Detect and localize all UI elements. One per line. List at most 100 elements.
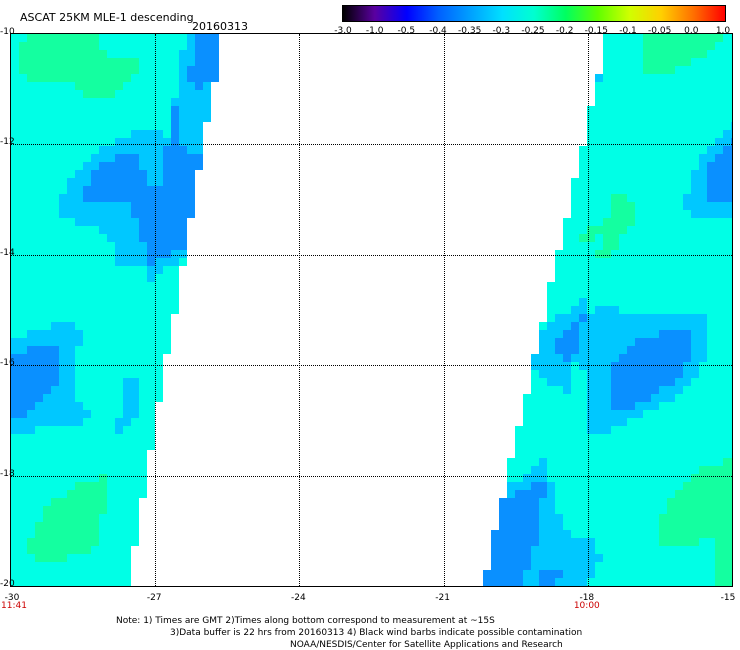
swath-cell xyxy=(43,258,51,266)
swath-cell xyxy=(51,298,59,306)
swath-cell xyxy=(723,506,731,514)
swath-cell xyxy=(563,346,571,354)
swath-cell xyxy=(163,298,171,306)
swath-cell xyxy=(51,554,59,562)
swath-cell xyxy=(107,386,115,394)
swath-cell xyxy=(131,114,139,122)
swath-cell xyxy=(539,442,547,450)
swath-cell xyxy=(563,218,571,226)
swath-cell xyxy=(147,250,155,258)
swath-cell xyxy=(699,474,707,482)
swath-cell xyxy=(683,34,691,42)
swath-cell xyxy=(83,546,91,554)
swath-cell xyxy=(139,378,147,386)
swath-cell xyxy=(731,218,732,226)
swath-cell xyxy=(587,474,595,482)
swath-cell xyxy=(51,290,59,298)
swath-cell xyxy=(651,410,659,418)
swath-cell xyxy=(11,186,19,194)
swath-cell xyxy=(51,242,59,250)
swath-cell xyxy=(59,338,67,346)
swath-cell xyxy=(131,58,139,66)
swath-cell xyxy=(75,138,83,146)
swath-cell xyxy=(707,106,715,114)
swath-cell xyxy=(683,314,691,322)
swath-cell xyxy=(603,178,611,186)
swath-cell xyxy=(579,458,587,466)
lat-tick-label: -20 xyxy=(0,579,15,589)
lon-tick-label: -24 xyxy=(291,593,306,603)
swath-cell xyxy=(611,58,619,66)
swath-cell xyxy=(547,370,555,378)
swath-cell xyxy=(155,178,163,186)
swath-cell xyxy=(595,434,603,442)
swath-cell xyxy=(155,394,163,402)
swath-cell xyxy=(27,570,35,578)
swath-cell xyxy=(651,146,659,154)
swath-cell xyxy=(91,522,99,530)
swath-cell xyxy=(59,426,67,434)
swath-cell xyxy=(195,34,203,42)
swath-cell xyxy=(643,514,651,522)
swath-cell xyxy=(539,378,547,386)
swath-cell xyxy=(731,522,732,530)
swath-cell xyxy=(539,466,547,474)
swath-cell xyxy=(691,138,699,146)
swath-cell xyxy=(547,466,555,474)
swath-cell xyxy=(83,322,91,330)
swath-cell xyxy=(51,210,59,218)
swath-cell xyxy=(731,562,732,570)
swath-cell xyxy=(11,178,19,186)
swath-cell xyxy=(579,226,587,234)
swath-cell xyxy=(59,106,67,114)
swath-cell xyxy=(563,306,571,314)
swath-cell xyxy=(563,474,571,482)
swath-cell xyxy=(83,42,91,50)
swath-cell xyxy=(595,410,603,418)
swath-cell xyxy=(579,482,587,490)
swath-cell xyxy=(99,186,107,194)
swath-cell xyxy=(19,162,27,170)
swath-cell xyxy=(91,178,99,186)
swath-cell xyxy=(611,306,619,314)
swath-cell xyxy=(51,306,59,314)
swath-cell xyxy=(699,402,707,410)
swath-cell xyxy=(627,306,635,314)
swath-cell xyxy=(715,138,723,146)
swath-cell xyxy=(179,130,187,138)
swath-cell xyxy=(35,522,43,530)
swath-cell xyxy=(627,146,635,154)
swath-cell xyxy=(139,210,147,218)
swath-cell xyxy=(11,130,19,138)
swath-cell xyxy=(563,354,571,362)
colorbar-label: -0.5 xyxy=(397,26,416,36)
swath-cell xyxy=(35,426,43,434)
swath-cell xyxy=(555,498,563,506)
swath-cell xyxy=(563,274,571,282)
swath-cell xyxy=(51,402,59,410)
swath-cell xyxy=(715,410,723,418)
swath-cell xyxy=(683,458,691,466)
swath-cell xyxy=(163,114,171,122)
swath-cell xyxy=(107,514,115,522)
swath-cell xyxy=(155,90,163,98)
swath-cell xyxy=(131,338,139,346)
swath-cell xyxy=(35,114,43,122)
swath-cell xyxy=(155,266,163,274)
swath-cell xyxy=(43,34,51,42)
swath-cell xyxy=(523,402,531,410)
swath-cell xyxy=(579,546,587,554)
swath-cell xyxy=(587,410,595,418)
swath-cell xyxy=(19,322,27,330)
swath-cell xyxy=(539,546,547,554)
swath-cell xyxy=(675,74,683,82)
swath-cell xyxy=(635,306,643,314)
swath-cell xyxy=(531,394,539,402)
swath-cell xyxy=(587,322,595,330)
swath-cell xyxy=(19,66,27,74)
swath-cell xyxy=(675,410,683,418)
swath-cell xyxy=(667,90,675,98)
swath-cell xyxy=(75,74,83,82)
swath-cell xyxy=(123,530,131,538)
swath-cell xyxy=(699,370,707,378)
